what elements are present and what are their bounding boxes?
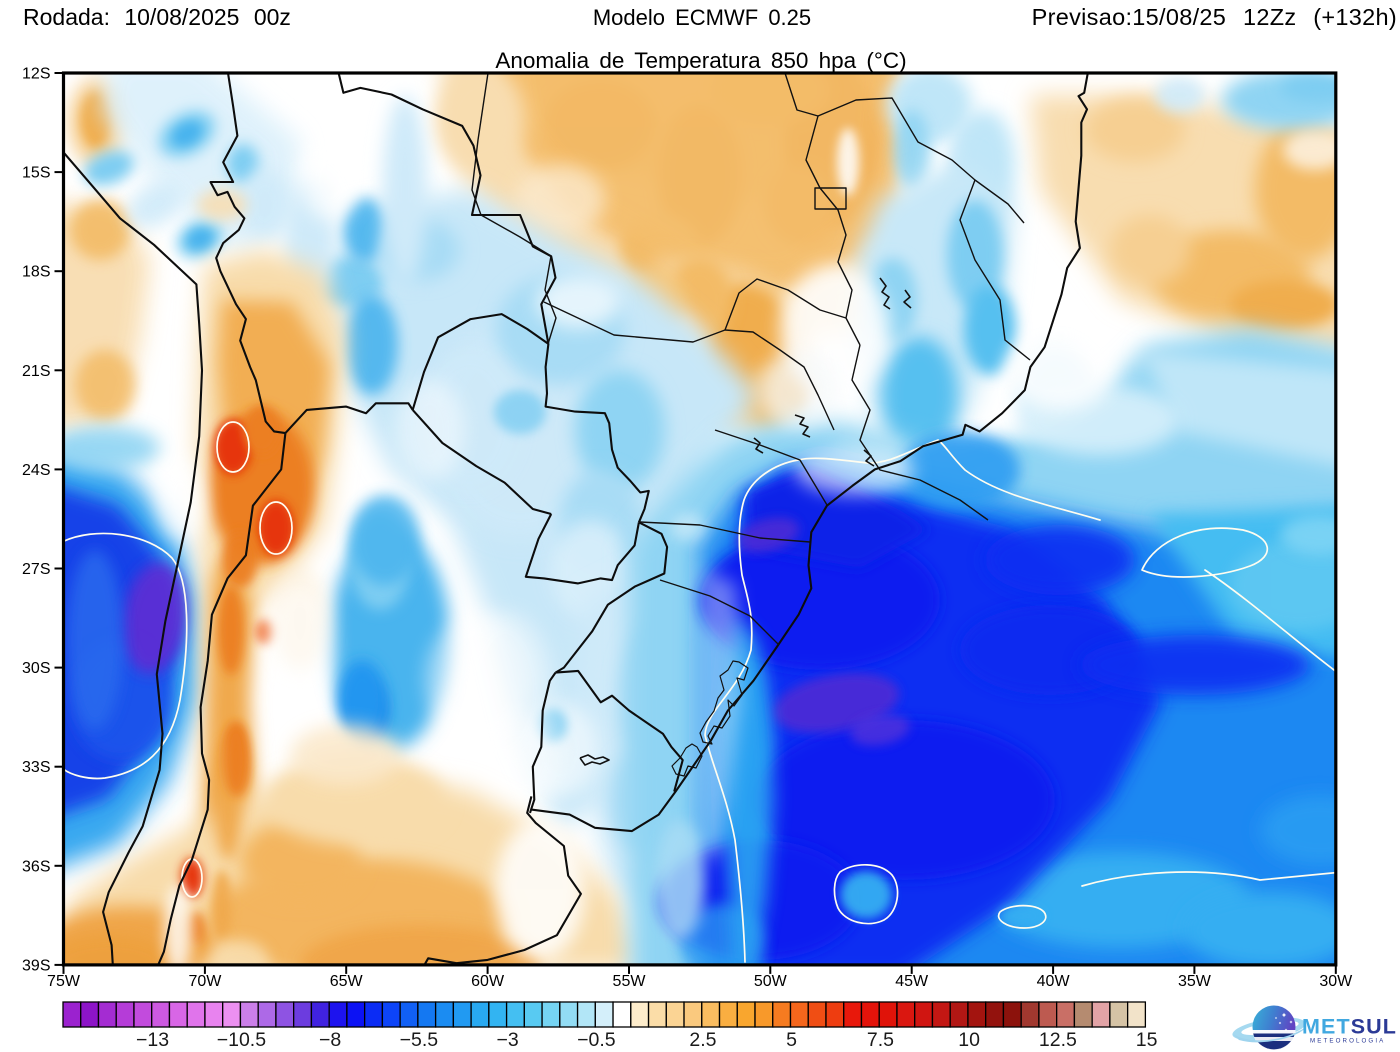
svg-text:75W: 75W: [47, 973, 81, 990]
svg-text:12S: 12S: [22, 66, 50, 83]
svg-text:40W: 40W: [1037, 973, 1071, 990]
svg-text:60W: 60W: [471, 973, 505, 990]
svg-text:24S: 24S: [22, 462, 50, 479]
svg-text:65W: 65W: [330, 973, 364, 990]
svg-text:18S: 18S: [22, 264, 50, 281]
svg-text:15S: 15S: [22, 165, 50, 182]
svg-text:−13: −13: [136, 1029, 169, 1051]
svg-text:10: 10: [958, 1029, 980, 1051]
svg-text:Previsao:15/08/25 12Zz (+132h): Previsao:15/08/25 12Zz (+132h): [1032, 4, 1397, 30]
svg-text:27S: 27S: [22, 561, 50, 578]
svg-text:21S: 21S: [22, 363, 50, 380]
svg-text:30S: 30S: [22, 660, 50, 677]
svg-text:−5.5: −5.5: [400, 1029, 439, 1051]
svg-text:39S: 39S: [22, 957, 50, 974]
svg-text:15: 15: [1136, 1029, 1158, 1051]
svg-text:55W: 55W: [613, 973, 647, 990]
svg-text:−8: −8: [319, 1029, 341, 1051]
svg-text:30W: 30W: [1319, 973, 1353, 990]
svg-text:2.5: 2.5: [689, 1029, 716, 1051]
svg-text:50W: 50W: [754, 973, 788, 990]
svg-text:35W: 35W: [1178, 973, 1212, 990]
svg-text:45W: 45W: [895, 973, 929, 990]
svg-text:Rodada: 10/08/2025 00z: Rodada: 10/08/2025 00z: [23, 4, 291, 30]
svg-text:5: 5: [786, 1029, 797, 1051]
svg-text:METSUL: METSUL: [1302, 1015, 1397, 1039]
svg-text:−10.5: −10.5: [217, 1029, 266, 1051]
svg-text:7.5: 7.5: [867, 1029, 894, 1051]
svg-text:−3: −3: [496, 1029, 518, 1051]
svg-text:33S: 33S: [22, 759, 50, 776]
svg-text:Anomalia de Temperatura 850 hp: Anomalia de Temperatura 850 hpa (°C): [495, 48, 906, 73]
svg-text:36S: 36S: [22, 858, 50, 875]
svg-text:−0.5: −0.5: [577, 1029, 616, 1051]
svg-text:70W: 70W: [188, 973, 222, 990]
svg-text:Modelo ECMWF 0.25: Modelo ECMWF 0.25: [593, 5, 811, 30]
svg-text:METEOROLOGIA: METEOROLOGIA: [1310, 1038, 1385, 1045]
svg-text:12.5: 12.5: [1039, 1029, 1077, 1051]
